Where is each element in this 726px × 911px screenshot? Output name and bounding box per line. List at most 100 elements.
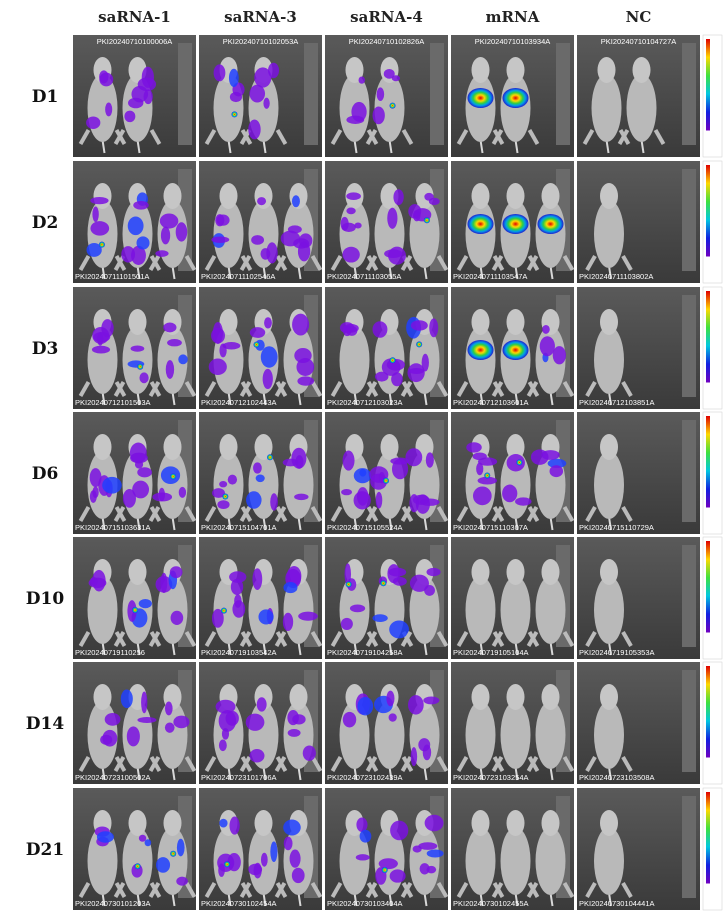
mouse-leg — [113, 506, 126, 522]
mouse-leg — [310, 506, 323, 522]
mouse-tail — [297, 265, 302, 280]
signal-blob — [410, 320, 428, 331]
signal-blob — [124, 110, 136, 123]
row-label: D3 — [32, 339, 59, 359]
signal-blob — [286, 565, 302, 586]
mouse-body — [374, 701, 405, 769]
signal-blob — [409, 574, 429, 592]
mouse-tail — [262, 641, 267, 656]
mouse-leg — [184, 255, 197, 271]
signal-blob — [302, 745, 316, 761]
image-panel: PKI20240710102053A — [199, 35, 322, 157]
signal-blob — [476, 462, 484, 476]
signal-blob — [354, 222, 362, 229]
signal-blob — [160, 226, 171, 245]
mouse-leg — [621, 631, 633, 647]
mouse-leg — [401, 129, 414, 145]
mouse-leg — [400, 506, 413, 522]
mouse-body — [500, 827, 531, 895]
mouse-tail — [479, 139, 484, 154]
mouse-tail — [136, 516, 141, 531]
signal-blob — [131, 245, 146, 266]
signal-blob — [215, 699, 236, 714]
mouse-leg — [239, 255, 252, 271]
row-label: D10 — [26, 589, 65, 609]
mouse-leg — [310, 756, 323, 772]
signal-blob — [264, 317, 272, 329]
mouse-leg — [526, 882, 539, 898]
signal-blob — [229, 816, 240, 835]
signal-blob — [120, 689, 133, 709]
image-id: PKI20240719103542A — [201, 648, 277, 657]
signal-blob — [372, 614, 388, 623]
mouse-tail — [227, 391, 232, 406]
image-id: PKI20240723103254A — [453, 773, 529, 782]
mouse-body — [283, 451, 314, 519]
mouse-leg — [436, 631, 449, 647]
signal-blob — [383, 69, 395, 79]
chamber-wall — [682, 545, 696, 647]
column-header: mRNA — [486, 8, 540, 26]
image-id: PKI20240715103631A — [75, 523, 151, 532]
image-id: PKI20240730103404A — [327, 899, 403, 908]
image-panel: PKI20240715105524A — [325, 412, 449, 534]
mouse-leg — [274, 255, 287, 271]
signal-blob — [256, 697, 267, 712]
signal-blob — [90, 221, 110, 236]
signal-blob — [159, 213, 179, 229]
mouse-leg — [653, 129, 666, 145]
mouse-head — [506, 309, 525, 335]
mouse-leg — [78, 756, 91, 772]
mouse-tail — [262, 391, 267, 406]
mouse-leg — [330, 756, 343, 772]
signal-blob — [222, 342, 241, 350]
mouse-tail — [101, 391, 106, 406]
signal-hotspot — [467, 340, 494, 360]
signal-blob — [96, 831, 114, 843]
mouse-tail — [297, 766, 302, 781]
signal-blob — [425, 452, 434, 468]
mouse-head — [600, 183, 618, 209]
mouse-tail — [388, 766, 393, 781]
mouse-tail — [514, 139, 519, 154]
signal-blob — [136, 236, 150, 250]
mouse-tail — [423, 641, 428, 656]
signal-blob — [428, 197, 440, 206]
signal-spot — [134, 863, 141, 870]
mouse-head — [541, 559, 560, 585]
signal-blob — [393, 189, 404, 206]
mouse-head — [380, 183, 399, 209]
mouse-body — [465, 701, 496, 769]
mouse-tail — [136, 892, 141, 907]
mouse-head — [93, 434, 112, 460]
mouse-body — [594, 451, 624, 519]
signal-blob — [132, 480, 150, 499]
mouse-leg — [436, 506, 449, 522]
mouse-head — [471, 559, 490, 585]
mouse-head — [541, 810, 560, 836]
signal-blob — [549, 465, 564, 478]
signal-blob — [294, 493, 309, 501]
mouse-leg — [562, 631, 575, 647]
mouse-leg — [113, 756, 126, 772]
signal-spot — [389, 357, 396, 364]
signal-blob — [270, 493, 278, 511]
colorbar — [706, 416, 710, 508]
image-id: PKI20240730102455A — [453, 899, 529, 908]
mouse-leg — [456, 506, 469, 522]
mouse-head — [600, 684, 618, 710]
mouse-tail — [262, 265, 267, 280]
mouse-head — [128, 309, 147, 335]
mouse-leg — [456, 129, 469, 145]
mouse-tail — [549, 516, 554, 531]
mouse-leg — [617, 129, 630, 145]
image-panel: PKI20240715110729A — [577, 412, 700, 534]
mouse-tail — [101, 265, 106, 280]
mouse-head — [597, 57, 616, 83]
image-id: PKI20240710104727A — [601, 37, 677, 46]
mouse-tail — [514, 892, 519, 907]
image-id: PKI20240719105104A — [453, 648, 529, 657]
image-panel: PKI20240710102826A — [325, 35, 448, 157]
chamber-wall — [682, 670, 696, 772]
mouse-tail — [171, 766, 176, 781]
